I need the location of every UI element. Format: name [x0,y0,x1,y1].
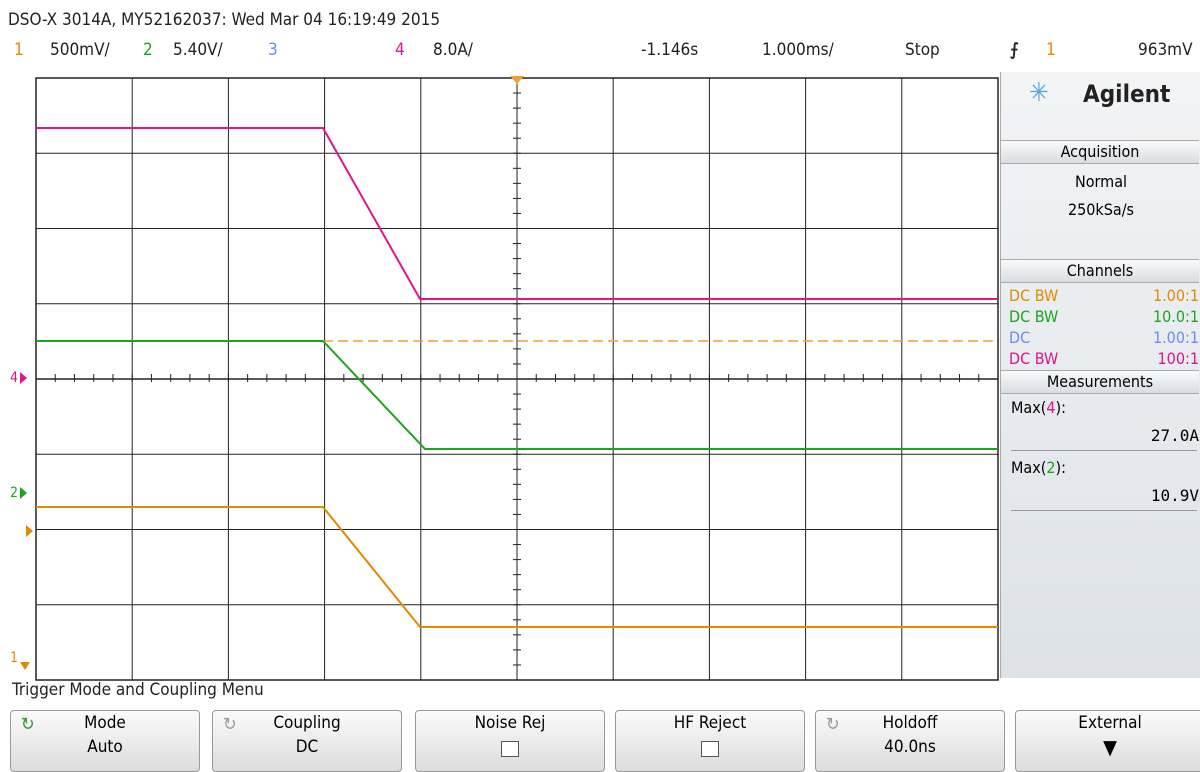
ch1-scale: 500mV/ [50,40,110,60]
softkey-label: External [1078,713,1142,733]
measurement-suffix: ): [1055,398,1066,417]
ch4-marker: 4 [10,370,18,386]
grid [36,78,998,680]
ch1-marker: 1 [10,650,18,666]
brand-logo: ✳ [1029,78,1049,108]
softkey-checkbox [501,741,519,757]
menu-title: Trigger Mode and Coupling Menu [12,680,264,700]
softkey-value: Auto [87,737,123,757]
trigger-position-marker [510,76,524,84]
ch2-trace [36,340,998,450]
channel-probe: 1.00:1 [1152,328,1199,347]
ch4-scale: 8.0A/ [433,40,473,60]
softkey-icon: ↻ [21,714,35,735]
timebase: 1.000ms/ [762,40,834,60]
measurement-prefix: Max( [1011,458,1047,477]
softkey-label: Noise Rej [474,713,546,733]
measurement-label: Max(2): [1011,458,1066,477]
measurement-channel: 4 [1046,398,1056,417]
softkey-label: Coupling [273,713,341,733]
ch4-trace [36,127,998,300]
softkey[interactable]: HF Reject [615,710,805,772]
channels-title: Channels [1001,259,1199,283]
measurement-value: 10.9V [1150,486,1199,505]
softkey[interactable]: ↻ Mode Auto [10,710,200,772]
ch2-scale: 5.40V/ [173,40,223,60]
run-state: Stop [905,40,940,60]
channel-coupling: DC BW [1009,307,1059,326]
measurement-divider [1011,510,1197,511]
measurement-channel: 2 [1046,458,1056,477]
side-panel: ✳ Agilent Acquisition Normal 250kSa/s Ch… [1000,72,1200,678]
measurement-suffix: ): [1055,458,1066,477]
ch2-marker: 2 [10,485,18,501]
ch4-number: 4 [395,40,405,60]
ch2-number: 2 [143,40,153,60]
channel-probe: 1.00:1 [1152,286,1199,305]
measurement-divider [1011,450,1197,451]
softkey-label: Holdoff [882,713,938,733]
acquisition-mode: Normal [1074,172,1128,191]
ch1-ground [20,662,30,670]
channel-coupling: DC BW [1009,349,1059,368]
trigger-level-marker [26,525,33,537]
softkey-label: HF Reject [673,713,747,733]
measurement-prefix: Max( [1011,398,1047,417]
softkey[interactable]: ↻ Holdoff 40.0ns [815,710,1005,772]
measurement-label: Max(4): [1011,398,1066,417]
graticule: 4 2 1 [10,76,999,681]
measurement-value: 27.0A [1150,426,1199,445]
trigger-level: 963mV [1138,40,1193,60]
channel-probe: 100:1 [1157,349,1199,368]
softkey-value: DC [295,737,319,757]
ch1-trace [36,506,998,628]
trigger-edge-icon: ⨍ [1010,40,1019,60]
softkey-value: 40.0ns [884,737,936,757]
header-title: DSO-X 3014A, MY52162037: Wed Mar 04 16:1… [8,10,441,30]
channel-coupling: DC [1009,328,1031,347]
trigger-source: 1 [1046,40,1056,60]
ch1-number: 1 [14,40,24,60]
channel-probe: 10.0:1 [1152,307,1199,326]
softkey[interactable]: External ▼ [1015,710,1200,772]
measurements-title: Measurements [1001,370,1199,394]
delay: -1.146s [641,40,699,60]
acquisition-title: Acquisition [1001,140,1199,164]
softkey-icon: ↻ [223,714,237,735]
ch4-ground [20,372,27,384]
softkey[interactable]: ↻ Coupling DC [212,710,402,772]
channel-coupling: DC BW [1009,286,1059,305]
ch2-ground [20,487,27,499]
ch3-number: 3 [268,40,278,60]
softkey[interactable]: Noise Rej [415,710,605,772]
softkey-checkbox [701,741,719,757]
brand: Agilent [1083,80,1171,108]
softkey-icon: ↻ [826,714,840,735]
softkey-arrow: ▼ [1103,735,1117,759]
acquisition-rate: 250kSa/s [1067,200,1135,219]
softkey-label: Mode [84,713,126,733]
